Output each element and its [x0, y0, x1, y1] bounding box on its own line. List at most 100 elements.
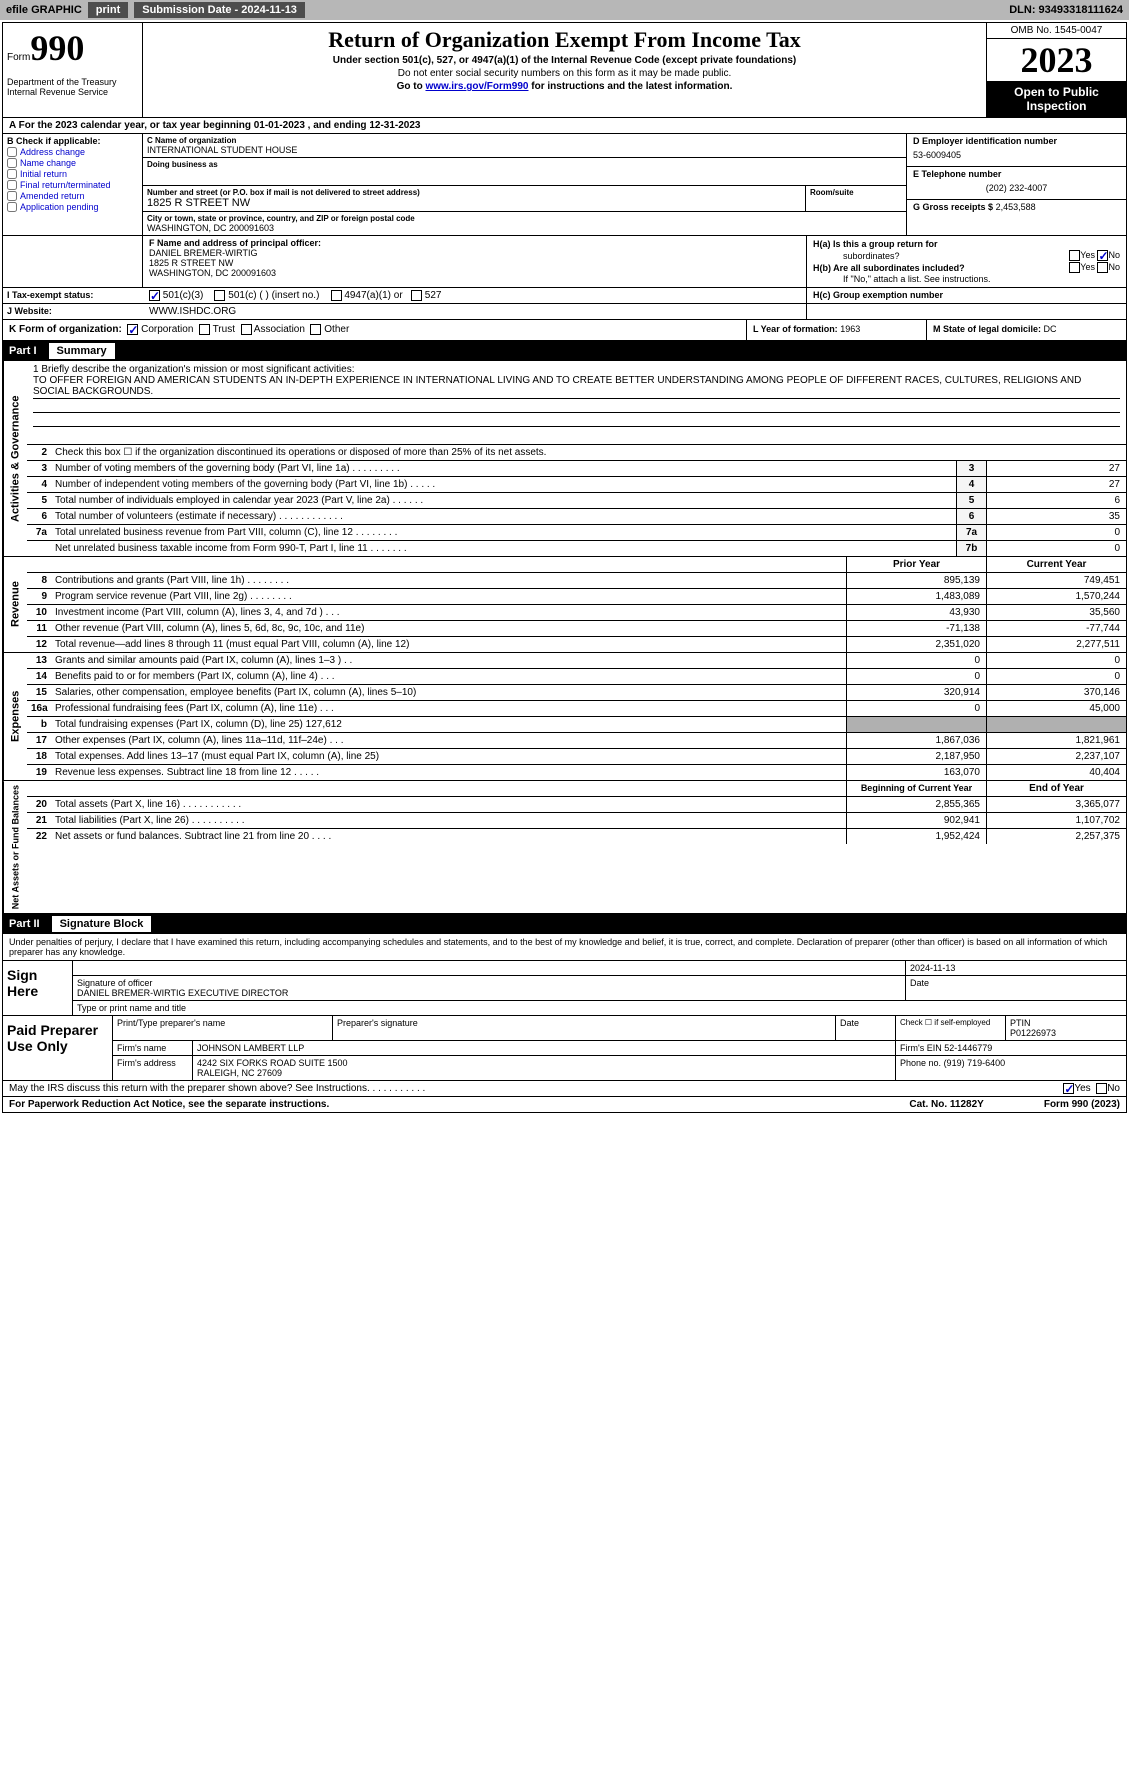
- ha-sub: subordinates?: [843, 251, 900, 261]
- part1-title: Summary: [49, 343, 115, 359]
- firm-addr1: 4242 SIX FORKS ROAD SUITE 1500: [197, 1058, 891, 1068]
- ha-label: H(a) Is this a group return for: [813, 239, 938, 249]
- 501c-checkbox[interactable]: [214, 290, 225, 301]
- netassets-section: Net Assets or Fund Balances Beginning of…: [3, 781, 1126, 914]
- firm-ein: 52-1446779: [944, 1043, 992, 1053]
- mission-block: 1 Briefly describe the organization's mi…: [27, 361, 1126, 445]
- firm-phone: (919) 719-6400: [944, 1058, 1006, 1068]
- discuss-text: May the IRS discuss this return with the…: [9, 1083, 425, 1094]
- b-option-2[interactable]: Initial return: [7, 169, 138, 179]
- part2-title: Signature Block: [52, 916, 152, 932]
- sig-officer-label: Signature of officer: [77, 978, 901, 988]
- city-value: WASHINGTON, DC 200091603: [147, 223, 902, 233]
- hb-no-checkbox[interactable]: [1097, 262, 1108, 273]
- section-c: C Name of organization INTERNATIONAL STU…: [143, 134, 906, 235]
- paid-preparer-block: Paid Preparer Use Only Print/Type prepar…: [3, 1016, 1126, 1081]
- date-label: Date: [906, 976, 1126, 1000]
- revenue-section: Revenue Prior Year Current Year 8Contrib…: [3, 557, 1126, 653]
- hb-yes-checkbox[interactable]: [1069, 262, 1080, 273]
- corp-checkbox[interactable]: [127, 324, 138, 335]
- sig-officer-name: DANIEL BREMER-WIRTIG EXECUTIVE DIRECTOR: [77, 988, 901, 998]
- form-title: Return of Organization Exempt From Incom…: [151, 27, 978, 53]
- self-emp-label: Check ☐ if self-employed: [896, 1016, 1006, 1040]
- dept-label: Department of the Treasury Internal Reve…: [7, 77, 138, 97]
- org-name: INTERNATIONAL STUDENT HOUSE: [147, 145, 902, 155]
- submission-button[interactable]: Submission Date - 2024-11-13: [134, 2, 305, 18]
- header-left: Form990 Department of the Treasury Inter…: [3, 23, 143, 117]
- rev-rows-2: 10Investment income (Part VIII, column (…: [27, 605, 1126, 621]
- rev-rows-3: 11Other revenue (Part VIII, column (A), …: [27, 621, 1126, 637]
- firm-addr-label: Firm's address: [113, 1056, 193, 1080]
- firm-name-label: Firm's name: [113, 1041, 193, 1055]
- tax-status-options: 501(c)(3) 501(c) ( ) (insert no.) 4947(a…: [143, 288, 806, 303]
- 501c3-checkbox[interactable]: [149, 290, 160, 301]
- form-number: 990: [30, 28, 84, 68]
- note-ssn: Do not enter social security numbers on …: [151, 68, 978, 79]
- form-header: Form990 Department of the Treasury Inter…: [3, 23, 1126, 118]
- gov-row-5: 7aTotal unrelated business revenue from …: [27, 525, 1126, 541]
- 527-checkbox[interactable]: [411, 290, 422, 301]
- b-option-0[interactable]: Address change: [7, 147, 138, 157]
- ha-yes-checkbox[interactable]: [1069, 250, 1080, 261]
- gross-label: G Gross receipts $: [913, 202, 993, 212]
- part2-label: Part II: [9, 918, 48, 930]
- gov-row-3: 5Total number of individuals employed in…: [27, 493, 1126, 509]
- section-k: K Form of organization: Corporation Trus…: [3, 320, 746, 339]
- 4947-checkbox[interactable]: [331, 290, 342, 301]
- hb-label: H(b) Are all subordinates included?: [813, 263, 965, 273]
- current-year-hdr: Current Year: [986, 557, 1126, 572]
- exp-rows-3: 16aProfessional fundraising fees (Part I…: [27, 701, 1126, 717]
- mission-text: TO OFFER FOREIGN AND AMERICAN STUDENTS A…: [33, 375, 1120, 399]
- irs-link[interactable]: www.irs.gov/Form990: [425, 81, 528, 92]
- note-goto: Go to www.irs.gov/Form990 for instructio…: [151, 81, 978, 92]
- firm-ein-label: Firm's EIN: [900, 1043, 942, 1053]
- topbar: efile GRAPHIC print Submission Date - 20…: [0, 0, 1129, 20]
- other-checkbox[interactable]: [310, 324, 321, 335]
- gov-vtab: Activities & Governance: [3, 361, 27, 556]
- sig-intro: Under penalties of perjury, I declare th…: [3, 934, 1126, 961]
- tax-year: 2023: [987, 39, 1126, 81]
- trust-checkbox[interactable]: [199, 324, 210, 335]
- klm-row: K Form of organization: Corporation Trus…: [3, 320, 1126, 340]
- net-rows-1: 21Total liabilities (Part X, line 26) . …: [27, 813, 1126, 829]
- i-label: I Tax-exempt status:: [7, 290, 93, 300]
- exp-rows-5: 17Other expenses (Part IX, column (A), l…: [27, 733, 1126, 749]
- firm-phone-label: Phone no.: [900, 1058, 941, 1068]
- section-b: B Check if applicable: Address change Na…: [3, 134, 143, 235]
- street-addr: 1825 R STREET NW: [147, 197, 801, 209]
- part1-label: Part I: [9, 345, 45, 357]
- discuss-no-checkbox[interactable]: [1096, 1083, 1107, 1094]
- b-option-4[interactable]: Amended return: [7, 191, 138, 201]
- form-subtitle: Under section 501(c), 527, or 4947(a)(1)…: [151, 55, 978, 66]
- exp-rows-1: 14Benefits paid to or for members (Part …: [27, 669, 1126, 685]
- b-option-5[interactable]: Application pending: [7, 202, 138, 212]
- b-option-1[interactable]: Name change: [7, 158, 138, 168]
- discuss-yes-checkbox[interactable]: [1063, 1083, 1074, 1094]
- footer-mid: Cat. No. 11282Y: [909, 1099, 983, 1110]
- ein-value: 53-6009405: [913, 146, 1120, 164]
- print-button[interactable]: print: [88, 2, 128, 18]
- boy-hdr: Beginning of Current Year: [846, 781, 986, 796]
- b-header: B Check if applicable:: [7, 136, 138, 146]
- officer-h-row: F Name and address of principal officer:…: [3, 236, 1126, 288]
- section-m: M State of legal domicile: DC: [926, 320, 1126, 339]
- gov-row-6: Net unrelated business taxable income fr…: [27, 541, 1126, 556]
- rev-rows-1: 9Program service revenue (Part VIII, lin…: [27, 589, 1126, 605]
- exp-rows-0: 13Grants and similar amounts paid (Part …: [27, 653, 1126, 669]
- form-label: Form: [7, 52, 30, 63]
- c-name-label: C Name of organization: [147, 136, 902, 145]
- omb-number: OMB No. 1545-0047: [987, 23, 1126, 39]
- website-row: J Website: WWW.ISHDC.ORG: [3, 304, 1126, 320]
- hb-note: If "No," attach a list. See instructions…: [843, 274, 990, 284]
- exp-rows-7: 19Revenue less expenses. Subtract line 1…: [27, 765, 1126, 780]
- phone-value: (202) 232-4007: [913, 179, 1120, 197]
- status-row: I Tax-exempt status: 501(c)(3) 501(c) ( …: [3, 288, 1126, 304]
- section-h: H(a) Is this a group return for subordin…: [806, 236, 1126, 287]
- b-option-3[interactable]: Final return/terminated: [7, 180, 138, 190]
- type-label: Type or print name and title: [73, 1001, 1126, 1015]
- officer-label: F Name and address of principal officer:: [149, 238, 800, 248]
- exp-rows-6: 18Total expenses. Add lines 13–17 (must …: [27, 749, 1126, 765]
- assoc-checkbox[interactable]: [241, 324, 252, 335]
- ha-no-checkbox[interactable]: [1097, 250, 1108, 261]
- period-row: A For the 2023 calendar year, or tax yea…: [3, 118, 1126, 134]
